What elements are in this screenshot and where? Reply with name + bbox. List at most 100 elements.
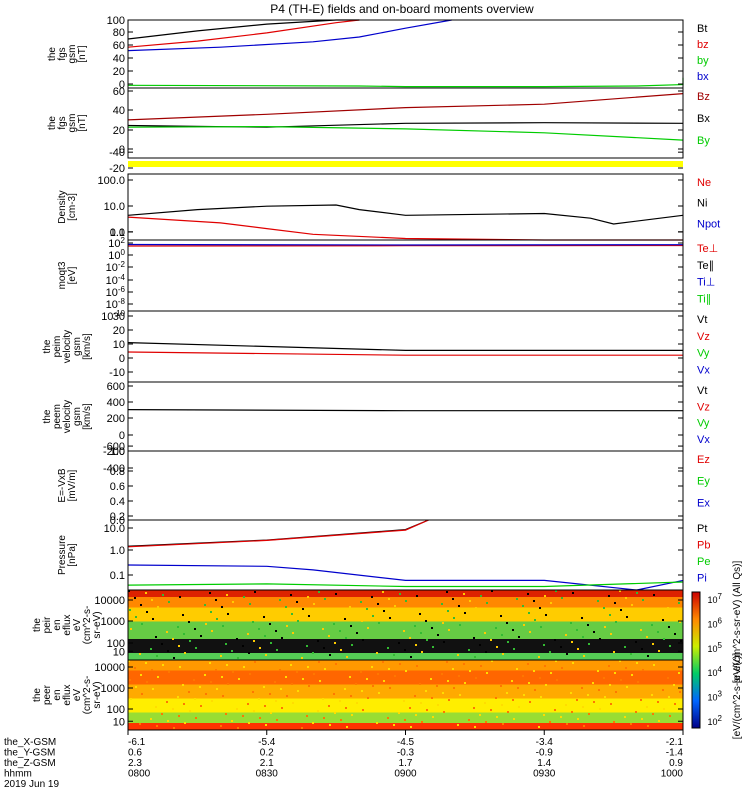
spectrogram-pixel bbox=[571, 641, 573, 643]
spectrogram-pixel bbox=[610, 633, 612, 635]
spectrogram-pixel bbox=[651, 694, 653, 696]
spectrogram-pixel bbox=[668, 626, 670, 628]
spectrogram-pixel bbox=[151, 599, 153, 601]
spectrogram-pixel bbox=[516, 598, 518, 600]
spectrogram-pixel bbox=[340, 719, 342, 721]
spectrogram-pixel bbox=[416, 595, 418, 597]
x-row-label: the_Z-GSM bbox=[4, 758, 56, 769]
legend-Ey: Ey bbox=[697, 476, 710, 488]
spectrogram-pixel bbox=[225, 713, 227, 715]
spectrogram-pixel bbox=[333, 693, 335, 695]
series-Bz-line bbox=[127, 93, 684, 121]
spectrogram-pixel bbox=[667, 677, 669, 679]
spectrogram-pixel bbox=[286, 695, 288, 697]
colorbar-tick-label: 106 bbox=[708, 616, 723, 629]
spectrogram-pixel bbox=[486, 602, 488, 604]
y-axis-label: [km/s] bbox=[82, 403, 93, 430]
legend-Vz: Vz bbox=[697, 331, 710, 343]
spectrogram-pixel bbox=[280, 618, 282, 620]
spectrogram-pixel bbox=[291, 683, 293, 685]
spectrogram-pixel bbox=[410, 656, 412, 658]
x-row-value: 1.7 bbox=[399, 758, 413, 769]
y-tick-label: -200 bbox=[103, 446, 125, 458]
spectrogram-pixel bbox=[188, 621, 190, 623]
y-tick-label: 0.1 bbox=[110, 570, 125, 582]
spectrogram-pixel bbox=[593, 631, 595, 633]
spectrogram-pixel bbox=[329, 654, 331, 656]
spectrogram-pixel bbox=[662, 619, 664, 621]
y-tick-label: 10-8 bbox=[106, 297, 126, 311]
spectrogram-pixel bbox=[485, 651, 487, 653]
spectrogram-pixel bbox=[592, 682, 594, 684]
spectrogram-pixel bbox=[609, 684, 611, 686]
spectrogram-pixel bbox=[593, 701, 595, 703]
spectrogram-pixel bbox=[205, 623, 207, 625]
spectrogram-band bbox=[128, 723, 683, 731]
spectrogram-pixel bbox=[479, 644, 481, 646]
spectrogram-pixel bbox=[162, 594, 164, 596]
spectrogram-pixel bbox=[324, 598, 326, 600]
spectrogram-pixel bbox=[222, 625, 224, 627]
mode-bar bbox=[128, 161, 683, 167]
spectrogram-pixel bbox=[253, 640, 255, 642]
spectrogram-pixel bbox=[561, 667, 563, 669]
series-bx-line bbox=[127, 19, 452, 52]
spectrogram-pixel bbox=[172, 638, 174, 640]
spectrogram-pixel bbox=[258, 698, 260, 700]
colorbar-tick-label: 107 bbox=[708, 592, 723, 605]
spectrogram-pixel bbox=[150, 718, 152, 720]
spectrogram-pixel bbox=[323, 717, 325, 719]
y-axis-label: [nPa] bbox=[67, 543, 78, 567]
spectrogram-pixel bbox=[157, 606, 159, 608]
spectrogram-pixel bbox=[345, 707, 347, 709]
spectrogram-pixel bbox=[389, 617, 391, 619]
spectrogram-pixel bbox=[527, 593, 529, 595]
spectrogram-pixel bbox=[511, 610, 513, 612]
spectrogram-pixel bbox=[491, 590, 493, 592]
y-axis-label: fgs bbox=[57, 116, 68, 129]
spectrogram-pixel bbox=[581, 617, 583, 619]
spectrogram-pixel bbox=[306, 645, 308, 647]
spectrogram-pixel bbox=[318, 591, 320, 593]
spectrogram-pixel bbox=[167, 650, 169, 652]
y-tick-label: 0.0 bbox=[110, 515, 125, 527]
spectrogram-pixel bbox=[432, 716, 434, 718]
y-tick-label: -20 bbox=[109, 163, 125, 175]
spectrogram-pixel bbox=[522, 605, 524, 607]
spectrogram-pixel bbox=[140, 674, 142, 676]
y-tick-label: -10 bbox=[109, 367, 125, 379]
panel-frame bbox=[127, 87, 684, 159]
spectrogram-pixel bbox=[172, 708, 174, 710]
spectrogram-pixel bbox=[237, 727, 239, 729]
spectrogram-pixel bbox=[263, 686, 265, 688]
x-row-value: 2.1 bbox=[260, 758, 274, 769]
spectrogram-pixel bbox=[346, 656, 348, 658]
spectrogram-pixel bbox=[583, 655, 585, 657]
spectrogram-pixel bbox=[430, 608, 432, 610]
spectrogram-pixel bbox=[572, 662, 574, 664]
legend-Ez: Ez bbox=[697, 454, 710, 466]
spectrogram-pixel bbox=[193, 609, 195, 611]
spectrogram-pixel bbox=[641, 718, 643, 720]
spectrogram-pixel bbox=[588, 643, 590, 645]
x-row-label: the_Y-GSM bbox=[4, 748, 55, 759]
spectrogram-pixel bbox=[151, 669, 153, 671]
spectrogram-pixel bbox=[210, 681, 212, 683]
spectrogram-pixel bbox=[168, 671, 170, 673]
spectrogram-pixel bbox=[635, 641, 637, 643]
y-axis-label: [eV] bbox=[67, 266, 78, 284]
spectrogram-pixel bbox=[382, 661, 384, 663]
spectrogram-pixel bbox=[416, 665, 418, 667]
x-row-value: 0900 bbox=[394, 769, 417, 780]
spectrogram-pixel bbox=[640, 699, 642, 701]
spectrogram-band bbox=[128, 660, 683, 671]
spectrogram-pixel bbox=[554, 639, 556, 641]
spectrogram-pixel bbox=[598, 619, 600, 621]
y-axis-label: fgs bbox=[57, 47, 68, 60]
spectrogram-pixel bbox=[156, 725, 158, 727]
spectrogram-pixel bbox=[371, 596, 373, 598]
series-By-line bbox=[127, 125, 684, 141]
spectrogram-pixel bbox=[657, 701, 659, 703]
y-axis-label: peem bbox=[52, 404, 63, 429]
spectrogram-pixel bbox=[550, 672, 552, 674]
